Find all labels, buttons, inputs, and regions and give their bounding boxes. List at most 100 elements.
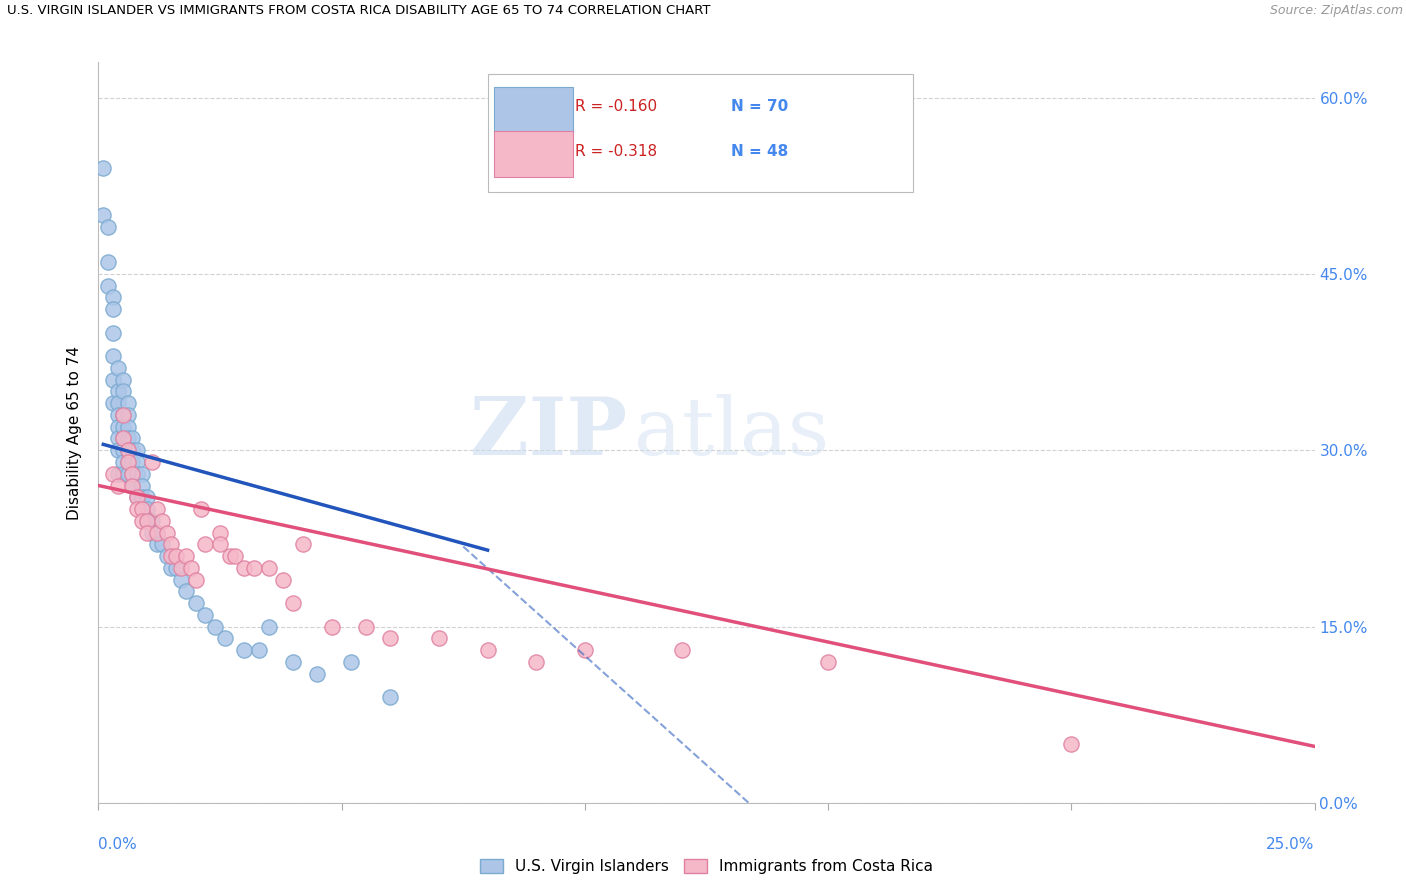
Point [101, 326, 124, 340]
Point [233, 561, 256, 575]
Point [111, 443, 134, 458]
Point [131, 478, 153, 492]
Point [111, 455, 134, 469]
Text: U.S. VIRGIN ISLANDER VS IMMIGRANTS FROM COSTA RICA DISABILITY AGE 65 TO 74 CORRE: U.S. VIRGIN ISLANDER VS IMMIGRANTS FROM … [7, 4, 710, 18]
Point [127, 467, 149, 481]
Point [127, 490, 149, 504]
Point [146, 537, 169, 551]
Point [111, 373, 134, 387]
Text: Source: ZipAtlas.com: Source: ZipAtlas.com [1270, 4, 1403, 18]
Point [111, 419, 134, 434]
Point [146, 525, 169, 540]
Point [354, 619, 377, 633]
Point [380, 690, 402, 704]
Point [127, 490, 149, 504]
Point [380, 632, 402, 646]
Point [214, 632, 236, 646]
Point [121, 432, 143, 446]
Point [165, 549, 187, 563]
Point [107, 478, 129, 492]
Point [170, 561, 193, 575]
Point [340, 655, 363, 669]
Point [141, 455, 163, 469]
Point [111, 384, 134, 399]
Text: R = -0.318: R = -0.318 [575, 144, 657, 159]
Point [180, 561, 202, 575]
Point [136, 525, 159, 540]
Point [247, 643, 270, 657]
Point [97, 255, 120, 269]
Point [160, 561, 183, 575]
Point [146, 502, 169, 516]
Point [111, 432, 134, 446]
Point [174, 584, 197, 599]
Point [107, 361, 129, 376]
Point [671, 643, 693, 657]
Point [121, 478, 143, 492]
Legend: U.S. Virgin Islanders, Immigrants from Costa Rica: U.S. Virgin Islanders, Immigrants from C… [474, 853, 939, 880]
Point [131, 490, 153, 504]
Point [117, 408, 139, 422]
Point [127, 502, 149, 516]
Point [107, 396, 129, 410]
Point [321, 619, 343, 633]
Point [136, 514, 159, 528]
Point [155, 549, 177, 563]
Point [91, 208, 114, 222]
Point [184, 573, 207, 587]
Point [184, 596, 207, 610]
FancyBboxPatch shape [488, 73, 914, 192]
Point [107, 443, 129, 458]
Point [121, 455, 143, 469]
Point [524, 655, 547, 669]
FancyBboxPatch shape [494, 87, 572, 133]
Point [136, 502, 159, 516]
Point [107, 419, 129, 434]
Point [141, 525, 163, 540]
Point [257, 561, 280, 575]
Point [121, 467, 143, 481]
Text: ZIP: ZIP [471, 393, 627, 472]
FancyBboxPatch shape [494, 131, 572, 178]
Point [209, 525, 232, 540]
Point [1060, 737, 1083, 751]
Text: R = -0.160: R = -0.160 [575, 99, 657, 114]
Point [174, 549, 197, 563]
Point [141, 514, 163, 528]
Point [101, 349, 124, 363]
Point [117, 419, 139, 434]
Point [107, 467, 129, 481]
Point [117, 396, 139, 410]
Point [101, 302, 124, 317]
Point [170, 573, 193, 587]
Point [150, 537, 173, 551]
Point [117, 467, 139, 481]
Point [111, 432, 134, 446]
Point [155, 525, 177, 540]
Point [291, 537, 314, 551]
Point [101, 290, 124, 304]
Point [224, 549, 246, 563]
Point [817, 655, 839, 669]
Text: N = 48: N = 48 [731, 144, 789, 159]
Text: 25.0%: 25.0% [1267, 837, 1315, 852]
Point [111, 408, 134, 422]
Point [160, 549, 183, 563]
Point [97, 219, 120, 234]
Point [307, 666, 329, 681]
Point [233, 643, 256, 657]
Point [121, 467, 143, 481]
Point [257, 619, 280, 633]
Point [131, 514, 153, 528]
Point [477, 643, 499, 657]
Point [146, 525, 169, 540]
Point [150, 514, 173, 528]
Point [111, 408, 134, 422]
Point [101, 467, 124, 481]
Point [127, 455, 149, 469]
Point [117, 455, 139, 469]
Point [209, 537, 232, 551]
Point [281, 655, 304, 669]
Point [107, 432, 129, 446]
Point [160, 537, 183, 551]
